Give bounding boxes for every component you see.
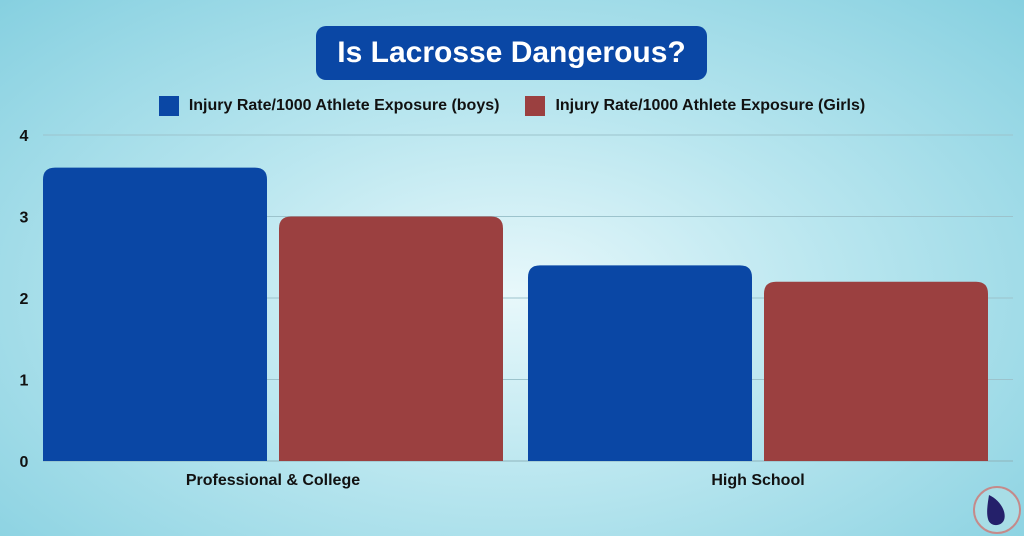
chart-title: Is Lacrosse Dangerous?: [316, 26, 707, 80]
legend-swatch-boys: [158, 96, 179, 116]
legend-item-girls: Injury Rate/1000 Athlete Exposure (Girls…: [525, 96, 865, 116]
y-tick-label: 4: [20, 128, 29, 145]
legend-swatch-girls: [525, 96, 546, 116]
drop-logo-icon: [987, 495, 1005, 526]
x-tick-label: Professional & College: [186, 472, 360, 489]
y-tick-label: 0: [20, 454, 29, 471]
y-tick-label: 1: [20, 373, 29, 390]
bar: [764, 281, 988, 461]
legend-item-boys: Injury Rate/1000 Athlete Exposure (boys): [158, 96, 500, 116]
bar: [528, 265, 752, 461]
y-tick-label: 3: [20, 210, 29, 227]
x-tick-label: High School: [711, 472, 804, 489]
legend: Injury Rate/1000 Athlete Exposure (boys)…: [0, 96, 1024, 116]
legend-label-girls: Injury Rate/1000 Athlete Exposure (Girls…: [555, 97, 866, 114]
bar: [43, 167, 267, 461]
legend-label-boys: Injury Rate/1000 Athlete Exposure (boys): [188, 97, 500, 114]
y-tick-label: 2: [20, 291, 29, 308]
bar: [279, 216, 503, 461]
